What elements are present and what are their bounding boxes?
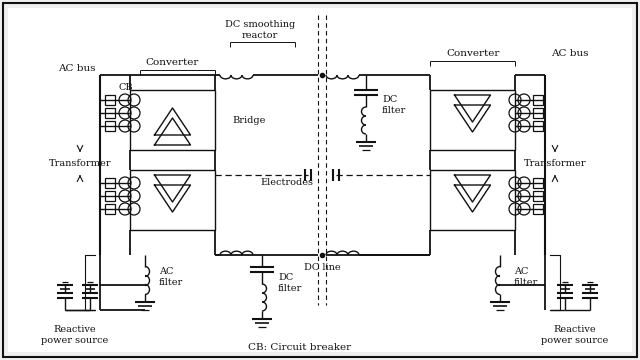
- Bar: [533, 178, 543, 188]
- Text: Bridge: Bridge: [232, 116, 266, 125]
- Text: DC line: DC line: [304, 264, 340, 273]
- Text: AC bus: AC bus: [551, 49, 589, 58]
- Text: Electrodes: Electrodes: [260, 177, 313, 186]
- Text: Reactive
power source: Reactive power source: [42, 325, 109, 345]
- Text: Converter: Converter: [145, 58, 198, 67]
- Bar: [533, 95, 543, 105]
- Bar: [533, 108, 543, 118]
- Text: AC
filter: AC filter: [159, 267, 183, 287]
- Bar: [533, 121, 543, 131]
- Text: DC
filter: DC filter: [382, 95, 406, 115]
- Text: DC
filter: DC filter: [278, 273, 302, 293]
- Bar: [105, 108, 115, 118]
- Bar: [533, 204, 543, 214]
- Bar: [130, 170, 215, 230]
- Text: CB: Circuit breaker: CB: Circuit breaker: [248, 343, 351, 352]
- Bar: [430, 90, 515, 150]
- Bar: [533, 191, 543, 201]
- Bar: [430, 170, 515, 230]
- Text: Transformer: Transformer: [49, 158, 111, 167]
- Bar: [105, 178, 115, 188]
- Text: Converter: Converter: [446, 49, 500, 58]
- Bar: [105, 121, 115, 131]
- Bar: [130, 90, 215, 150]
- Bar: [105, 191, 115, 201]
- Text: Transformer: Transformer: [524, 158, 586, 167]
- Text: DC smoothing
reactor: DC smoothing reactor: [225, 20, 295, 40]
- Text: AC bus: AC bus: [58, 63, 96, 72]
- Bar: [105, 95, 115, 105]
- Text: Reactive
power source: Reactive power source: [541, 325, 609, 345]
- Text: AC
filter: AC filter: [514, 267, 538, 287]
- Bar: [105, 204, 115, 214]
- Text: CB: CB: [118, 82, 132, 91]
